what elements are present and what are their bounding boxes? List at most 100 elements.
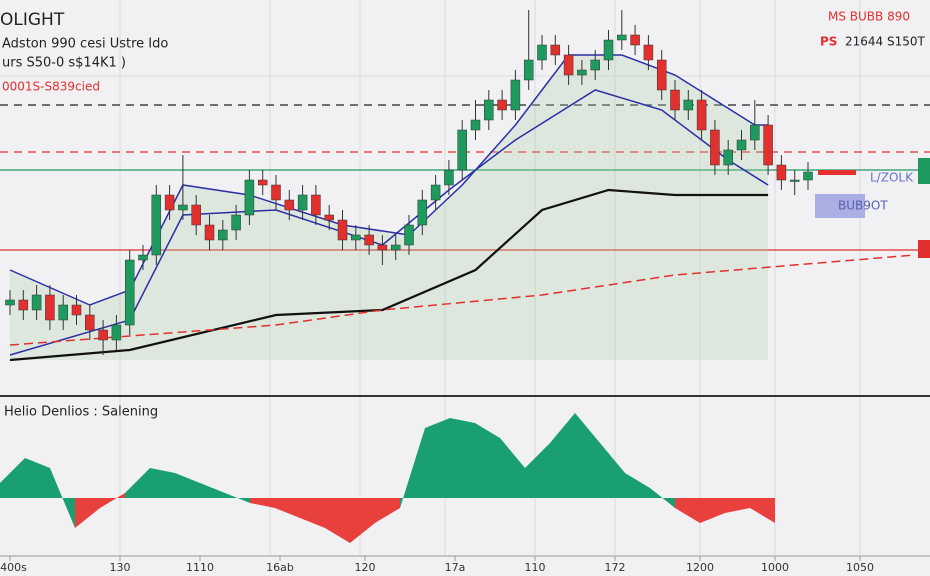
candle-body (563, 54, 574, 76)
price-tag (918, 158, 930, 184)
candle-body (58, 304, 68, 321)
candle-body (537, 44, 547, 61)
candle-body (577, 69, 587, 76)
candle-body (763, 124, 773, 166)
info-label: MS BUBB 890 (828, 10, 910, 24)
candle-body (45, 294, 55, 321)
x-tick-label: 110 (525, 561, 546, 574)
candle-body (523, 59, 534, 81)
x-tick-label: 1400s (0, 561, 27, 574)
oscillator-area (325, 498, 350, 543)
candle-body (789, 179, 800, 182)
candle-body (191, 204, 201, 226)
x-tick-label: 17a (445, 561, 466, 574)
subtitle: urs S50-0 s$14K1 ) (2, 56, 126, 71)
oscillator-area (550, 413, 575, 498)
title: OLIGHT (0, 10, 65, 30)
candle-body (98, 329, 108, 341)
oscillator-area (100, 493, 125, 508)
oscillator-area (350, 498, 375, 543)
candle-body (723, 149, 733, 166)
oscillator-area (300, 498, 325, 528)
x-tick-label: 130 (110, 561, 131, 574)
candle-body (444, 169, 454, 186)
oscillator-pane: 1400s 130 1110 16ab 120 17a 110 172 1200 1000 1050 (0, 413, 874, 574)
marker-bar (818, 170, 856, 175)
candle-body (284, 199, 295, 211)
candle-body (696, 99, 707, 131)
candle-body (377, 244, 388, 251)
oscillator-area (0, 458, 25, 498)
oscillator-area (525, 443, 550, 498)
candle-body (430, 184, 441, 201)
candle-body (590, 59, 600, 71)
oscillator-label: Helio Denlios : Salening (4, 405, 158, 420)
candle-body (124, 259, 135, 326)
oscillator-area (725, 498, 750, 513)
candle-body (71, 304, 82, 316)
candle-body (750, 124, 760, 141)
oscillator-area (200, 483, 225, 498)
oscillator-area (175, 473, 200, 498)
subtitle: 0001S-S839cied (2, 80, 100, 94)
candle-body (630, 34, 640, 46)
candle-body (138, 254, 148, 261)
price-pane: L/ZOLK BUB9OT (0, 10, 930, 362)
price-label-box (815, 194, 865, 218)
info-label: 21644 S150T (845, 35, 926, 49)
candle-body (231, 214, 241, 231)
info-label: PS (820, 35, 837, 49)
candle-body (204, 224, 215, 241)
oscillator-area (400, 428, 425, 508)
x-tick-label: 1110 (186, 561, 214, 574)
candle-body (244, 179, 255, 216)
candle-body (683, 99, 694, 111)
candle-body (164, 194, 175, 211)
candle-body (550, 44, 561, 56)
candle-body (670, 89, 680, 111)
candle-body (85, 314, 95, 331)
candle-body (617, 34, 627, 41)
oscillator-area (650, 488, 675, 508)
oscillator-area (75, 498, 100, 528)
candle-body (324, 214, 334, 221)
candle-body (151, 194, 162, 256)
candle-body (736, 139, 747, 151)
candle-body (271, 184, 281, 201)
moving-average (9, 188, 769, 362)
candle-body (218, 229, 228, 241)
candle-body (603, 39, 614, 61)
price-label: BUB9OT (838, 199, 888, 213)
oscillator-area (625, 473, 650, 498)
oscillator-area (150, 468, 175, 498)
moving-average (9, 254, 915, 346)
x-tick-label: 1050 (846, 561, 874, 574)
oscillator-area (425, 418, 450, 498)
oscillator-area (750, 498, 775, 523)
candle-body (390, 244, 401, 251)
candle-body (656, 59, 667, 91)
candle-body (311, 194, 321, 216)
candle-body (776, 164, 787, 181)
oscillator-area (225, 493, 250, 503)
price-label: L/ZOLK (870, 171, 914, 185)
candle-body (643, 44, 654, 61)
candle-body (297, 194, 308, 211)
candle-body (710, 129, 720, 166)
oscillator-area (50, 468, 75, 528)
candle-body (111, 324, 122, 341)
candle-body (803, 171, 813, 181)
candle-body (484, 99, 494, 121)
candle-body (470, 119, 481, 131)
oscillator-area (125, 468, 150, 498)
oscillator-area (275, 498, 300, 518)
candle-body (351, 234, 361, 241)
x-tick-label: 1000 (761, 561, 789, 574)
candle-body (18, 299, 29, 311)
candle-body (257, 179, 268, 186)
candle-body (31, 294, 42, 311)
oscillator-area (450, 418, 475, 498)
candle-body (364, 234, 374, 246)
candle-body (337, 219, 348, 241)
